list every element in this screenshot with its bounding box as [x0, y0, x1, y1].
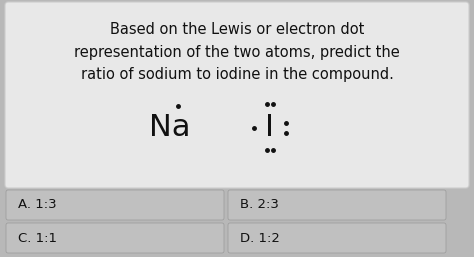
FancyBboxPatch shape	[6, 223, 224, 253]
FancyBboxPatch shape	[228, 190, 446, 220]
Text: D. 1:2: D. 1:2	[240, 232, 280, 244]
FancyBboxPatch shape	[6, 190, 224, 220]
Text: A. 1:3: A. 1:3	[18, 198, 56, 212]
Text: Based on the Lewis or electron dot: Based on the Lewis or electron dot	[110, 23, 364, 38]
Text: C. 1:1: C. 1:1	[18, 232, 57, 244]
Text: representation of the two atoms, predict the: representation of the two atoms, predict…	[74, 44, 400, 60]
Text: Na: Na	[149, 114, 191, 142]
Text: ratio of sodium to iodine in the compound.: ratio of sodium to iodine in the compoun…	[81, 67, 393, 81]
Text: B. 2:3: B. 2:3	[240, 198, 279, 212]
Text: I: I	[265, 114, 274, 142]
FancyBboxPatch shape	[5, 2, 469, 188]
FancyBboxPatch shape	[228, 223, 446, 253]
